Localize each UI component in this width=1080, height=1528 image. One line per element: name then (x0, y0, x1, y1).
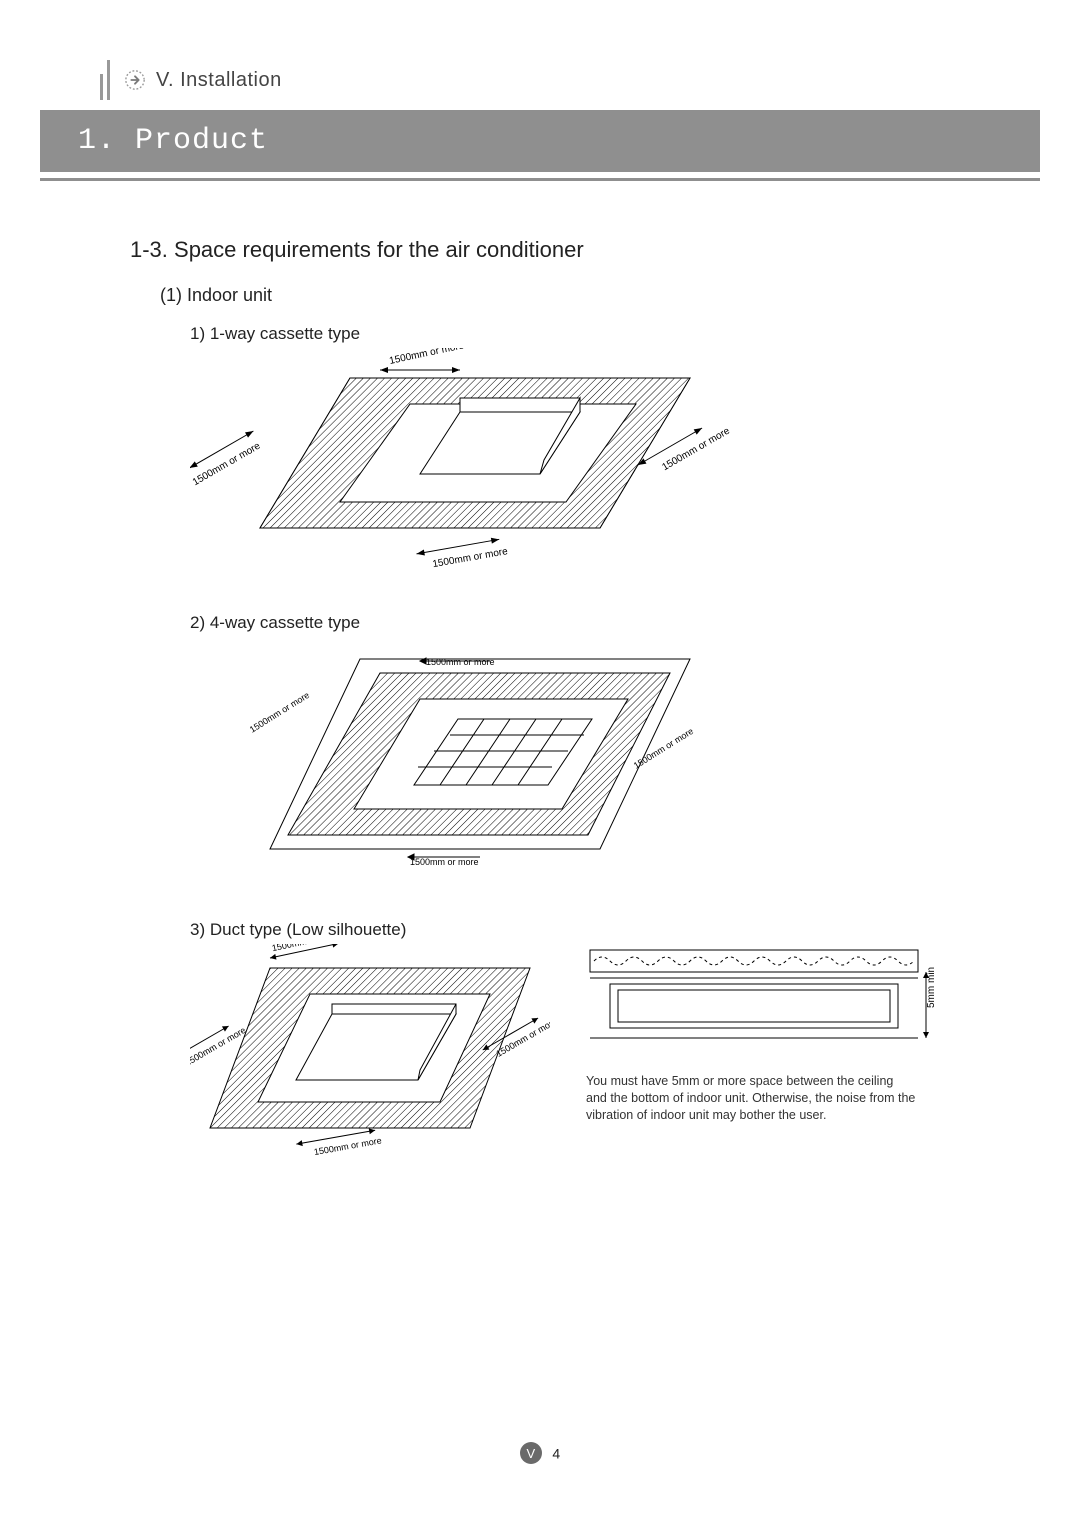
page: V. Installation 1. Product 1-3. Space re… (0, 0, 1080, 1528)
profile-note: You must have 5mm or more space between … (586, 1073, 916, 1124)
dim-label: 1500mm or more (426, 657, 495, 667)
iso-clearance-diagram: 1500mm or more 1500mm or more 1500mm or … (190, 944, 550, 1164)
item-label: 3) Duct type (Low silhouette) (190, 920, 990, 940)
page-number: 4 (552, 1445, 560, 1461)
profile-block: 5mm min You must have 5mm or more space … (586, 944, 946, 1124)
arrow-right-circle-icon (124, 69, 146, 91)
section-title: 1-3. Space requirements for the air cond… (130, 237, 990, 263)
breadcrumb: V. Installation (156, 69, 282, 92)
page-footer: V 4 (0, 1442, 1080, 1464)
item-label: 1) 1-way cassette type (190, 324, 990, 344)
figure-row-duct: 1500mm or more 1500mm or more 1500mm or … (190, 944, 990, 1164)
iso-clearance-diagram: 1500mm or more 1500mm or more (190, 348, 750, 588)
footer-badge: V (520, 1442, 542, 1464)
title-band: 1. Product (40, 110, 1040, 172)
dim-label: 1500mm or more (410, 857, 479, 867)
header-row: V. Installation (100, 60, 1040, 100)
decorative-bar (100, 74, 103, 100)
header-bars (100, 60, 110, 100)
dim-label: 1500mm or more (191, 440, 263, 488)
item-label: 2) 4-way cassette type (190, 613, 990, 633)
page-title: 1. Product (78, 124, 268, 158)
dim-label: 1500mm or more (388, 348, 465, 367)
dim-label: 1500mm or more (248, 690, 311, 735)
gap-label: 5mm min (926, 967, 937, 1008)
figure-1way: 1500mm or more 1500mm or more (190, 348, 990, 593)
decorative-bar (107, 60, 110, 100)
figure-4way: 1500mm or more 1500mm or more 1500mm or … (190, 637, 990, 902)
subsection-title: (1) Indoor unit (160, 285, 990, 306)
dim-label: 1500mm or more (313, 1135, 382, 1157)
iso-clearance-diagram: 1500mm or more 1500mm or more 1500mm or … (190, 637, 750, 897)
content: 1-3. Space requirements for the air cond… (40, 181, 1040, 1164)
ceiling-profile-diagram: 5mm min (586, 944, 946, 1054)
